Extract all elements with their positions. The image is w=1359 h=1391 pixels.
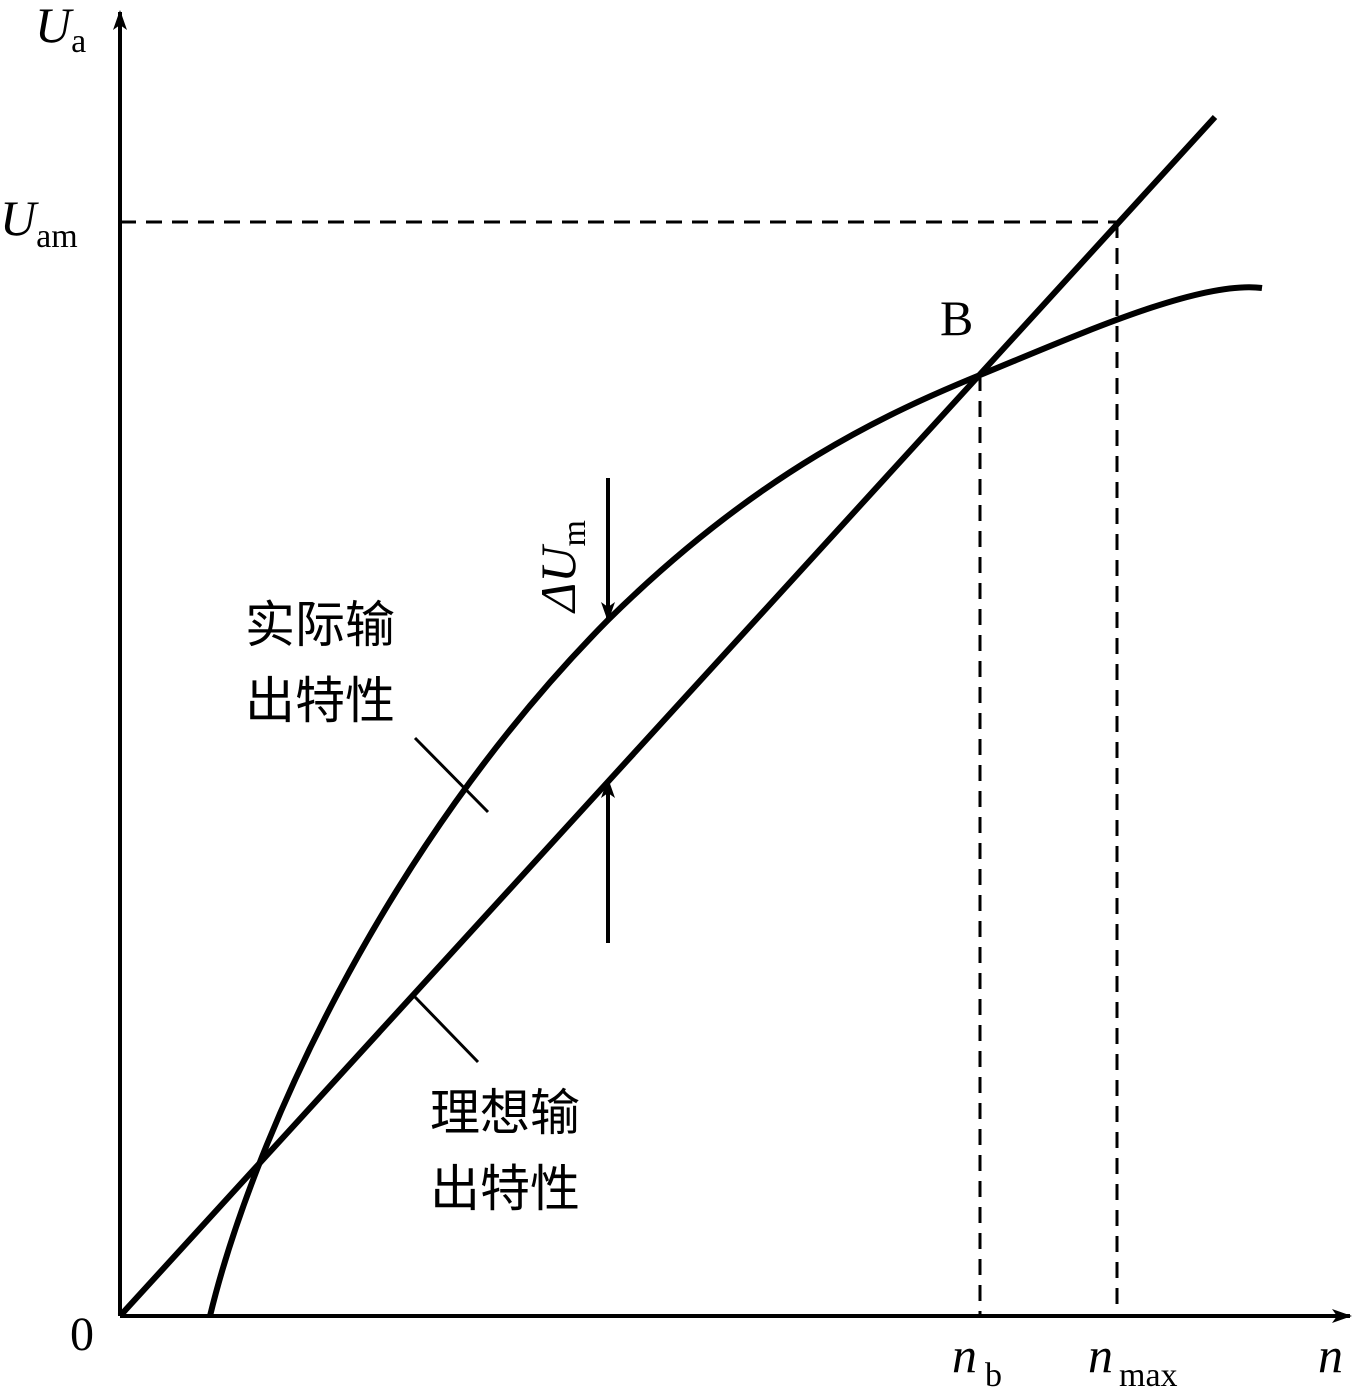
subscript: am: [36, 218, 78, 255]
actual-label-line-2: 出特性: [245, 673, 395, 729]
ideal-label-line-2: 出特性: [430, 1161, 580, 1217]
subscript: max: [1119, 1357, 1178, 1391]
symbol: n: [952, 1327, 977, 1383]
n-max-label: n max: [1088, 1327, 1178, 1391]
actual-label-line-1: 实际输: [245, 597, 395, 653]
symbol: U: [0, 190, 39, 246]
u-am-label: Uam: [0, 190, 78, 255]
symbol: n: [1088, 1327, 1113, 1383]
subscript: a: [71, 23, 86, 60]
subscript: m: [556, 520, 593, 546]
symbol: ΔU: [530, 544, 586, 614]
delta-u-label: ΔUm: [530, 520, 593, 614]
actual-curve: [207, 284, 1263, 1317]
subscript: b: [985, 1357, 1002, 1391]
ideal-label-line-1: 理想输: [430, 1085, 580, 1141]
actual-leader: [413, 736, 490, 814]
ideal-line: [117, 114, 1218, 1319]
ideal-leader: [413, 995, 480, 1064]
y-axis-label: Ua: [35, 0, 86, 60]
x-axis-label: n: [1318, 1327, 1343, 1383]
symbol: U: [35, 0, 74, 53]
origin-label: 0: [70, 1308, 94, 1361]
point-b-label: B: [940, 290, 973, 346]
